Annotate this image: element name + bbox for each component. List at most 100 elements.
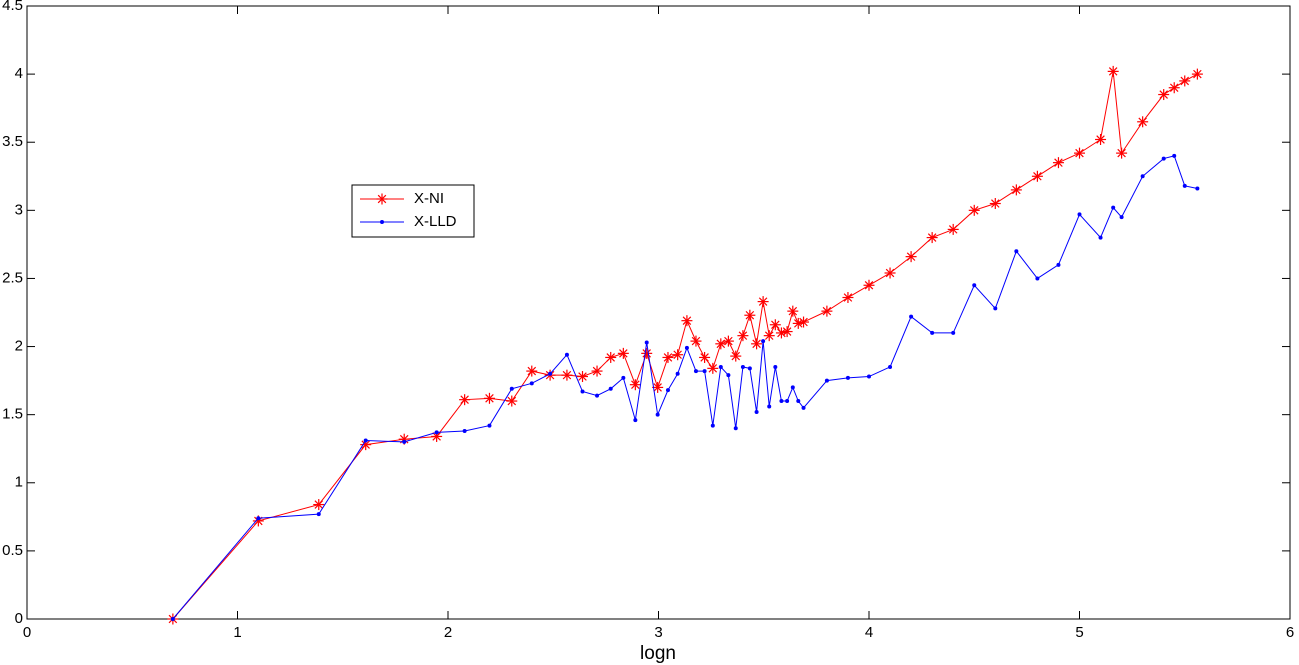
data-point: [376, 193, 388, 205]
x-tick-label: 3: [654, 624, 662, 641]
data-point: [1195, 186, 1200, 191]
marker-stroke: [969, 206, 979, 215]
data-point: [733, 426, 738, 431]
data-point: [821, 305, 833, 317]
marker-stroke: [460, 395, 469, 404]
data-point: [1031, 170, 1043, 182]
marker-stroke: [1193, 69, 1202, 79]
marker-stroke: [1054, 158, 1063, 167]
data-point: [905, 251, 917, 263]
data-point: [751, 338, 763, 350]
plot-frame: [26, 5, 1291, 620]
marker-stroke: [700, 353, 709, 362]
y-tick-label: 4.5: [2, 0, 23, 14]
y-tick-label: 1: [15, 474, 23, 491]
data-point: [529, 381, 534, 386]
data-point: [605, 351, 617, 363]
marker-stroke: [885, 268, 895, 278]
marker-stroke: [724, 336, 733, 346]
marker-stroke: [432, 432, 441, 441]
x-tick-label: 4: [865, 624, 873, 641]
data-point: [707, 362, 719, 374]
y-tick-label: 3: [15, 201, 23, 218]
data-point: [617, 347, 629, 359]
marker-stroke: [663, 353, 673, 362]
data-point: [641, 347, 653, 359]
y-tick-label: 2: [15, 338, 23, 355]
marker-stroke: [764, 331, 774, 340]
data-point: [951, 330, 956, 335]
data-point: [989, 198, 1001, 210]
data-point: [1056, 262, 1061, 267]
data-point: [462, 429, 467, 434]
x-tick-label: 0: [23, 624, 31, 641]
data-point: [509, 386, 514, 391]
y-tick-label: 2.5: [2, 269, 23, 286]
marker-stroke: [314, 500, 324, 509]
data-point: [675, 371, 680, 376]
marker-stroke: [527, 366, 537, 376]
marker-stroke: [507, 396, 517, 406]
data-point: [787, 305, 799, 317]
y-tick-label: 1.5: [2, 406, 23, 423]
x-tick-label: 6: [1286, 624, 1294, 641]
data-point: [715, 338, 727, 350]
data-point: [1119, 215, 1124, 220]
data-point: [1107, 65, 1119, 77]
data-point: [1074, 147, 1085, 159]
data-point: [684, 345, 689, 350]
data-point: [740, 364, 745, 369]
marker-stroke: [485, 394, 494, 403]
marker-stroke: [1159, 90, 1168, 99]
marker-stroke: [642, 349, 651, 358]
data-point: [845, 375, 850, 380]
data-point: [1158, 89, 1170, 101]
data-point: [730, 350, 742, 362]
x-tick-label: 1: [233, 624, 241, 641]
data-point: [801, 405, 806, 410]
data-point: [1035, 276, 1040, 281]
y-tick-label: 3.5: [2, 133, 23, 150]
data-point: [722, 335, 734, 347]
data-point: [434, 430, 439, 435]
data-point: [779, 399, 784, 404]
data-point: [926, 232, 938, 244]
marker-stroke: [562, 370, 572, 380]
data-point: [1014, 249, 1019, 254]
data-point: [1098, 235, 1103, 240]
data-point: [763, 330, 775, 342]
data-point: [256, 516, 261, 521]
data-point: [842, 292, 854, 304]
data-point: [1077, 212, 1082, 217]
data-point: [591, 365, 603, 377]
marker-stroke: [1075, 148, 1084, 158]
data-point: [993, 306, 998, 311]
data-point: [548, 371, 553, 376]
data-point: [972, 283, 977, 288]
marker-stroke: [606, 353, 615, 362]
marker-stroke: [991, 199, 1000, 208]
data-point: [1161, 156, 1166, 161]
data-point: [824, 378, 829, 383]
series-line: [172, 155, 1198, 620]
data-point: [1010, 184, 1022, 196]
data-point: [644, 340, 649, 345]
data-point: [726, 373, 731, 378]
data-point: [888, 364, 893, 369]
data-point: [863, 279, 875, 291]
data-point: [744, 309, 756, 321]
data-point: [747, 366, 752, 371]
marker-stroke: [771, 320, 780, 330]
data-point: [769, 319, 781, 331]
data-point: [595, 393, 600, 398]
marker-stroke: [738, 331, 748, 340]
data-point: [1140, 174, 1145, 179]
data-point: [1179, 75, 1191, 87]
marker-stroke: [906, 252, 916, 261]
marker-stroke: [731, 351, 741, 361]
data-point: [1182, 183, 1187, 188]
data-point: [718, 364, 723, 369]
data-point: [681, 315, 693, 327]
x-tick-label: 2: [444, 624, 452, 641]
data-point: [1168, 82, 1180, 94]
